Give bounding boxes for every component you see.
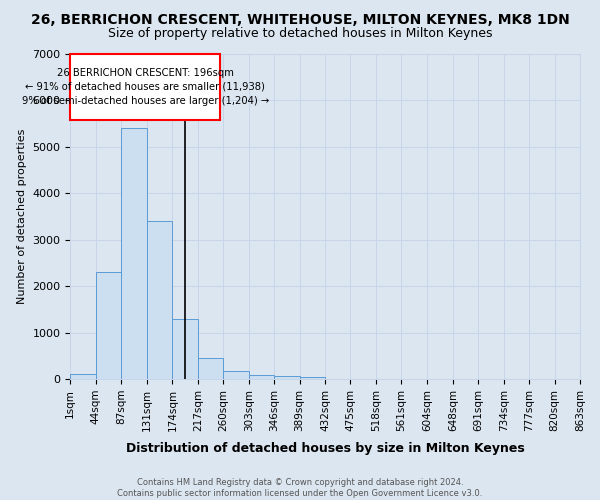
Text: Contains HM Land Registry data © Crown copyright and database right 2024.
Contai: Contains HM Land Registry data © Crown c… xyxy=(118,478,482,498)
Bar xyxy=(223,371,249,379)
Y-axis label: Number of detached properties: Number of detached properties xyxy=(17,129,27,304)
Text: 26 BERRICHON CRESCENT: 196sqm
← 91% of detached houses are smaller (11,938)
9% o: 26 BERRICHON CRESCENT: 196sqm ← 91% of d… xyxy=(22,68,269,106)
Text: 26, BERRICHON CRESCENT, WHITEHOUSE, MILTON KEYNES, MK8 1DN: 26, BERRICHON CRESCENT, WHITEHOUSE, MILT… xyxy=(31,12,569,26)
Bar xyxy=(249,375,274,379)
X-axis label: Distribution of detached houses by size in Milton Keynes: Distribution of detached houses by size … xyxy=(125,442,524,455)
FancyBboxPatch shape xyxy=(70,54,220,120)
Bar xyxy=(95,272,121,379)
Text: Size of property relative to detached houses in Milton Keynes: Size of property relative to detached ho… xyxy=(108,28,492,40)
Bar xyxy=(147,221,172,379)
Bar xyxy=(70,374,95,379)
Bar xyxy=(274,376,299,379)
Bar xyxy=(121,128,147,379)
Bar xyxy=(299,377,325,379)
Bar xyxy=(172,318,198,379)
Bar xyxy=(198,358,223,379)
